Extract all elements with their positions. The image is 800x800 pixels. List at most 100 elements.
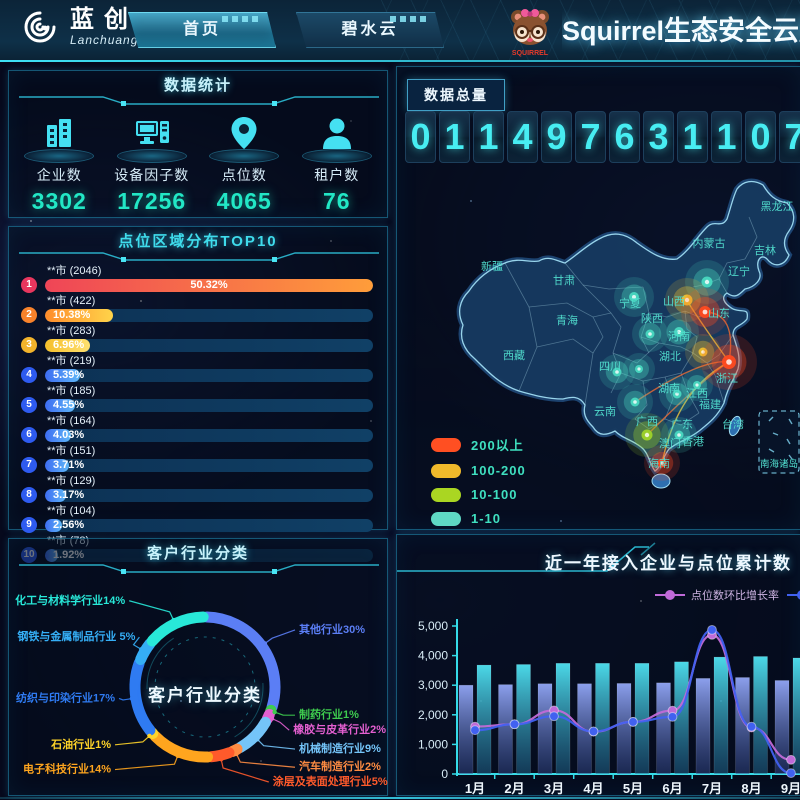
building-icon (16, 113, 102, 155)
legend-label: 1-10 (471, 511, 502, 526)
month-label: 8月 (741, 781, 761, 796)
industry-panel: 客户行业分类 其他行业30% 制药行业1% 橡胶与皮革行业2% 机械制造行业9% 汽车制… (8, 538, 388, 796)
tab-home[interactable]: 首页 (128, 12, 276, 48)
bar-percent: 3.17% (53, 488, 85, 501)
panel-header-decoration (19, 96, 379, 106)
legend-swatch (431, 463, 461, 478)
region-label: **市 (283) (47, 325, 96, 337)
rank-badge: 9 (21, 517, 37, 533)
stat-value: 76 (322, 188, 351, 214)
region-label: **市 (104) (47, 505, 96, 517)
bar-percent: 2.56% (53, 518, 85, 531)
monthly-bar-line-chart: 5,000 4,000 3,000 2,000 1,000 0 1月 2月 3月 4月 5月 6月 7月… (418, 619, 800, 796)
province-label: 云南 (594, 405, 616, 418)
province-label: 澳门 (659, 436, 681, 450)
donut-label: 钢铁与金属制品行业 5% (17, 629, 135, 643)
rank-badge: 8 (21, 487, 37, 503)
bar-percent: 50.32% (190, 278, 228, 291)
monthly-chart-title: 近一年接入企业与点位累计数 (545, 554, 792, 573)
bar-track: 50.32% (45, 278, 373, 292)
donut-label: 制药行业1% (299, 707, 359, 721)
bar-enterprise (498, 684, 513, 775)
bar-fill (45, 308, 113, 322)
bar-track: 4.03% (45, 428, 373, 442)
rank-badge: 4 (21, 367, 37, 383)
province-label: 广西 (636, 415, 658, 428)
data-total-tag: 数据总量 (407, 79, 505, 111)
top10-bar-list: **市 (2046) 1 50.32% **市 (422) 2 10.38% **市 (28… (9, 263, 387, 563)
province-label: 甘肃 (553, 274, 575, 287)
bar-track: 3.17% (45, 488, 373, 502)
top-header: 蓝创 Lanchuang 首页 碧水云 SQUIRREL Squirrel生态安… (0, 0, 800, 62)
line-point (786, 754, 796, 765)
icon-pedestal-glow (209, 149, 280, 163)
bar-fill (45, 368, 81, 382)
month-label: 4月 (583, 781, 603, 796)
stat-item: 租户数 76 (294, 113, 380, 215)
rank-badge: 7 (21, 457, 37, 473)
bar-point (476, 664, 492, 775)
device-icon (109, 113, 195, 155)
top10-panel-title: 点位区域分布TOP10 (118, 233, 278, 250)
industry-panel-header: 客户行业分类 (9, 539, 387, 575)
bar-fill (45, 278, 373, 292)
bar-fill (45, 338, 91, 352)
donut-label: 其他行业30% (299, 622, 365, 636)
y-axis-tick: 2,000 (418, 708, 448, 722)
pin-icon (201, 113, 287, 155)
bar-percent: 10.38% (53, 308, 91, 321)
bar-track: 10.38% (45, 308, 373, 322)
bottom-accent-line (0, 797, 800, 799)
y-axis-tick: 4,000 (418, 649, 448, 663)
rank-badge: 2 (21, 307, 37, 323)
stats-items: 企业数 3302 设备因子数 17256 点位数 4065 租户数 76 (9, 107, 387, 215)
icon-pedestal-glow (24, 149, 95, 163)
mascot-label: SQUIRREL (512, 50, 549, 57)
bar-point (792, 657, 800, 775)
donut-label: 汽车制造行业2% (299, 759, 381, 773)
month-label: 6月 (662, 781, 682, 796)
bar-enterprise (774, 680, 790, 775)
line-point (746, 721, 757, 732)
top10-row: **市 (219) 4 5.39% (21, 355, 373, 383)
donut-label: 纺织与印染行业17% (16, 690, 115, 704)
user-icon (294, 113, 380, 155)
month-label: 2月 (504, 781, 524, 796)
top10-row: **市 (185) 5 4.55% (21, 385, 373, 413)
top10-row: **市 (104) 9 2.56% (21, 505, 373, 533)
bar-percent: 5.39% (53, 368, 85, 381)
donut-label: 石油行业1% (50, 737, 111, 751)
region-label: **市 (2046) (47, 265, 102, 277)
rank-badge: 3 (21, 337, 37, 353)
top10-row: **市 (2046) 1 50.32% (21, 265, 373, 293)
donut-segment (234, 716, 271, 753)
bar-track: 4.55% (45, 398, 373, 412)
province-label: 浙江 (716, 372, 738, 385)
month-label: 9月 (781, 781, 800, 796)
legend-label: 10-100 (471, 487, 518, 502)
province-label: 宁夏 (619, 296, 641, 310)
map-legend-item: 100-200 (431, 463, 526, 478)
bar-percent: 4.03% (53, 428, 85, 441)
province-label: 黑龙江 (761, 200, 794, 213)
legend-swatch (431, 511, 461, 526)
spiral-logo-icon (24, 11, 56, 43)
donut-label: 橡胶与皮革行业2% (293, 722, 386, 736)
counter-digit: 0 (745, 111, 776, 163)
stat-value: 17256 (117, 188, 187, 214)
bar-point (713, 656, 729, 775)
province-label: 山西 (663, 295, 685, 308)
donut-label: 电子科技行业14% (23, 762, 111, 776)
bar-percent: 4.55% (53, 398, 85, 411)
tab-bishuiyun[interactable]: 碧水云 (296, 12, 444, 48)
month-label: 3月 (544, 781, 564, 796)
bar-fill (45, 458, 70, 472)
province-label: 内蒙古 (693, 236, 726, 250)
province-label: 吉林 (754, 243, 776, 257)
province-label: 山东 (708, 307, 730, 320)
line-point (470, 725, 480, 736)
counter-digit: 0 (405, 111, 436, 163)
y-axis-tick: 5,000 (418, 619, 448, 633)
y-axis-tick: 1,000 (418, 737, 448, 751)
